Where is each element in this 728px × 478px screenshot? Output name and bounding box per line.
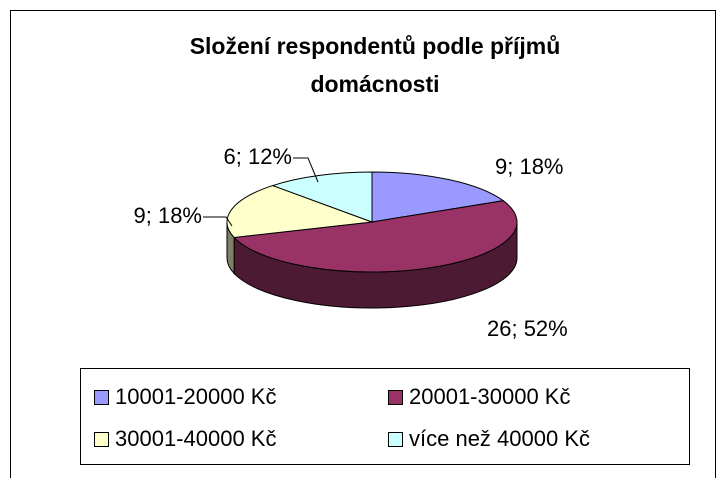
legend-swatch	[94, 432, 109, 447]
pie-slice	[271, 171, 373, 223]
pie-slice	[233, 200, 518, 273]
data-label: 26; 52%	[487, 316, 568, 341]
data-label: 9; 18%	[495, 154, 564, 179]
legend-swatch	[388, 432, 403, 447]
legend-swatch	[94, 390, 109, 405]
legend-swatch	[388, 390, 403, 405]
chart-title: domácnosti	[310, 71, 439, 97]
legend-label: 20001-30000 Kč	[409, 384, 570, 409]
legend-label: více než 40000 Kč	[409, 426, 590, 451]
legend-box	[80, 368, 690, 465]
pie-slice	[226, 185, 373, 238]
leader-line	[293, 157, 319, 183]
legend-label: 30001-40000 Kč	[115, 426, 276, 451]
chart-title: Složení respondentů podle příjmů	[190, 33, 561, 59]
legend-label: 10001-20000 Kč	[115, 384, 276, 409]
pie-slice	[371, 171, 505, 223]
data-label: 9; 18%	[134, 203, 203, 228]
data-label: 6; 12%	[224, 144, 293, 169]
leader-line	[203, 216, 233, 227]
